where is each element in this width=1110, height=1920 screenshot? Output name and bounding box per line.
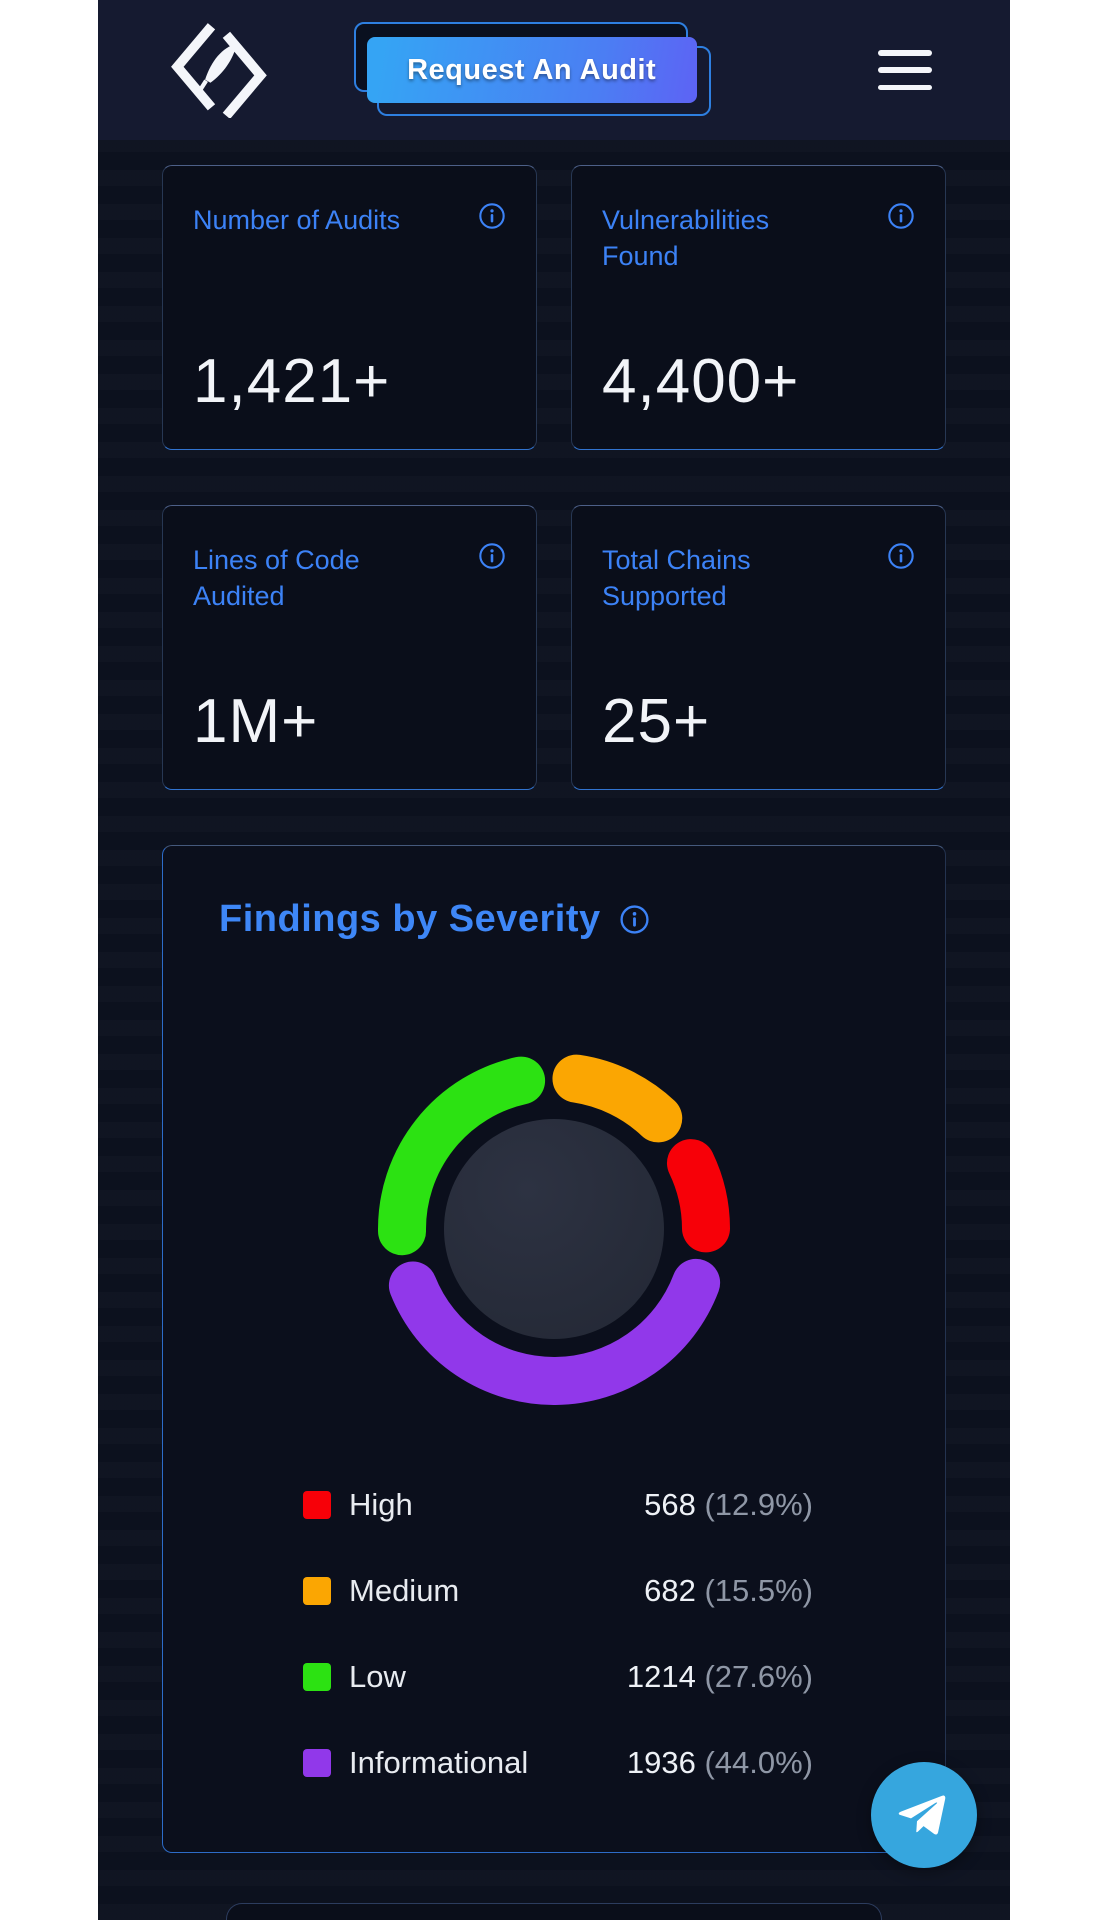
legend-swatch xyxy=(303,1491,331,1519)
stat-card-total-chains: Total Chains Supported 25+ xyxy=(571,505,946,790)
legend-swatch xyxy=(303,1663,331,1691)
stat-label: Lines of Code Audited xyxy=(193,545,360,612)
header: Request An Audit xyxy=(98,0,1010,140)
legend-row-high[interactable]: High 568 (12.9%) xyxy=(303,1485,813,1525)
info-icon[interactable] xyxy=(887,202,915,230)
donut-segment-low[interactable] xyxy=(378,1056,546,1256)
stat-value: 1M+ xyxy=(193,687,319,756)
legend-swatch xyxy=(303,1577,331,1605)
main-content: Number of Audits 1,421+ Vulnerabilities … xyxy=(98,165,1010,1920)
telegram-plane-icon xyxy=(898,1795,946,1835)
legend-label: Informational xyxy=(349,1745,529,1780)
stat-card-number-of-audits: Number of Audits 1,421+ xyxy=(162,165,537,450)
legend-row-low[interactable]: Low 1214 (27.6%) xyxy=(303,1657,813,1697)
request-audit-button[interactable]: Request An Audit xyxy=(366,37,697,103)
request-audit-button-group: Request An Audit xyxy=(353,22,711,116)
legend-row-medium[interactable]: Medium 682 (15.5%) xyxy=(303,1571,813,1611)
stat-value: 25+ xyxy=(602,687,711,756)
severity-legend: High 568 (12.9%) Medium 682 (15.5%) Low 1214 … xyxy=(303,1485,813,1783)
legend-value: 1936 (44.0%) xyxy=(626,1745,813,1780)
quill-logo-icon[interactable] xyxy=(164,22,276,118)
stat-card-vulnerabilities-found: Vulnerabilities Found 4,400+ xyxy=(571,165,946,450)
stat-label: Number of Audits xyxy=(193,205,401,235)
stat-value: 1,421+ xyxy=(193,347,391,416)
info-icon[interactable] xyxy=(478,202,506,230)
info-icon[interactable] xyxy=(619,904,650,935)
stat-label: Vulnerabilities Found xyxy=(602,205,770,272)
stat-label: Total Chains Supported xyxy=(602,545,751,612)
stats-grid: Number of Audits 1,421+ Vulnerabilities … xyxy=(162,165,946,790)
legend-value: 1214 (27.6%) xyxy=(626,1659,813,1694)
legend-label: Low xyxy=(349,1659,406,1694)
info-icon[interactable] xyxy=(478,542,506,570)
legend-value: 568 (12.9%) xyxy=(644,1487,813,1522)
info-icon[interactable] xyxy=(887,542,915,570)
donut-segment-high[interactable] xyxy=(666,1139,730,1253)
telegram-fab-button[interactable] xyxy=(871,1762,977,1868)
legend-label: Medium xyxy=(349,1573,460,1608)
donut-segment-medium[interactable] xyxy=(552,1054,683,1143)
hamburger-menu-icon[interactable] xyxy=(877,50,932,90)
legend-value: 682 (15.5%) xyxy=(644,1573,813,1608)
donut-inner-circle xyxy=(444,1119,664,1339)
legend-swatch xyxy=(303,1749,331,1777)
legend-label: High xyxy=(349,1487,413,1522)
donut-segment-informational[interactable] xyxy=(388,1258,721,1405)
donut-chart-wrap xyxy=(163,1053,945,1405)
app-viewport: Request An Audit Number of Audits 1,421+ xyxy=(98,0,1010,1920)
findings-by-severity-card: Findings by Severity High 568 xyxy=(162,845,946,1853)
severity-title: Findings by Severity xyxy=(219,898,601,940)
next-card-partial xyxy=(226,1903,882,1920)
severity-donut xyxy=(378,1054,730,1405)
legend-row-informational[interactable]: Informational 1936 (44.0%) xyxy=(303,1743,813,1783)
stat-card-lines-of-code: Lines of Code Audited 1M+ xyxy=(162,505,537,790)
stat-value: 4,400+ xyxy=(602,347,800,416)
